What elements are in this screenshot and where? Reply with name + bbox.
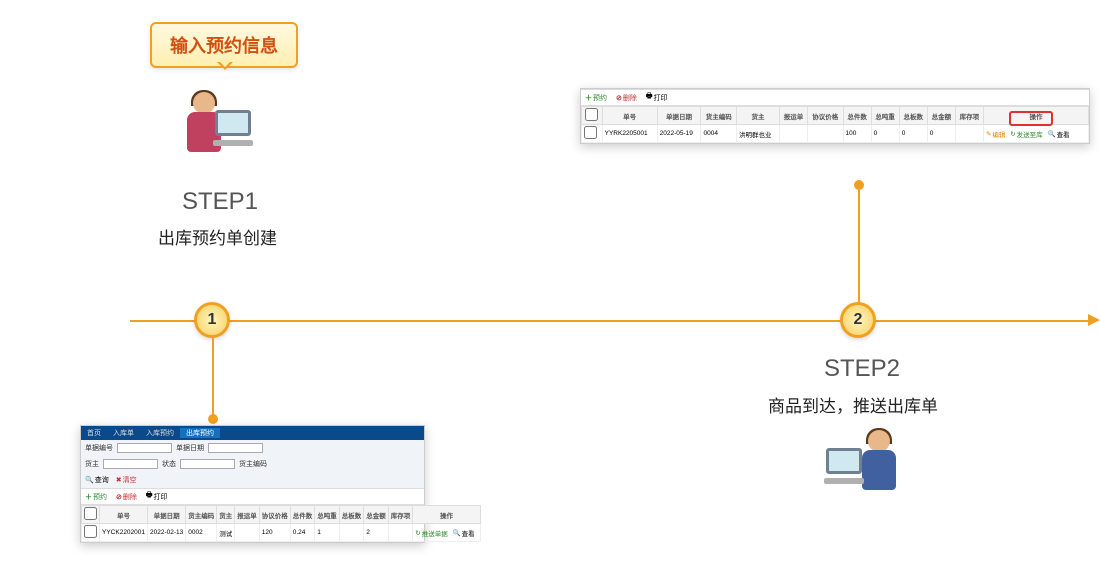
search-button[interactable]: 🔍查询 [85,475,109,485]
print-button-a[interactable]: 🖶打印 [146,491,168,502]
table-header-a: 单号单据日期 货主编码货主 报运单协议价格 总件数总吨重 总板数总金额 库存项操… [82,506,481,524]
toolbar-row-a: ＋预约 ⊘删除 🖶打印 [81,488,424,505]
connector-up-dot [854,180,864,190]
step2-subtitle: 商品到达，推送出库单 [768,392,938,417]
del-button-a[interactable]: ⊘删除 [116,492,137,502]
checkbox-all-b[interactable] [585,108,598,121]
tab-home[interactable]: 首页 [81,428,107,438]
person-illustration-2 [820,430,900,520]
nav-tabs: 首页 入库单 入库预约 出库预约 [81,426,424,440]
tab-inbound-appt[interactable]: 入库预约 [140,428,180,438]
view-action-a[interactable]: 🔍查看 [453,528,475,538]
filter-row-1: 单据编号 单据日期 [81,440,424,456]
timeline-arrow [1088,314,1100,326]
select-status[interactable] [180,459,235,469]
screenshot-panel-1: 首页 入库单 入库预约 出库预约 单据编号 单据日期 货主 状态 货主编码 🔍查… [80,425,425,543]
checkbox-row-a[interactable] [84,525,97,538]
connector-down [212,338,214,418]
filter-row-3: 🔍查询 ✖清空 [81,472,424,488]
step1-circle: 1 [194,302,230,338]
label-docno: 单据编号 [85,443,113,453]
label-ownercode: 货主编码 [239,459,267,469]
input-docdate[interactable] [208,443,263,453]
person-illustration-1 [173,92,253,182]
print-button-b[interactable]: 🖶打印 [646,92,668,103]
input-docno[interactable] [117,443,172,453]
label-owner: 货主 [85,459,99,469]
tab-inbound[interactable]: 入库单 [107,428,140,438]
callout-bubble: 输入预约信息 [150,22,298,68]
view-action-b[interactable]: 🔍查看 [1047,129,1069,139]
step1-title: STEP1 [182,188,258,216]
toolbar-row-b: ＋预约 ⊘删除 🖶打印 [581,89,1089,106]
connector-up [858,185,860,303]
screenshot-panel-2: ＋预约 ⊘删除 🖶打印 单号单据日期 货主编码货主 报运单协议价格 总件数总吨重… [580,88,1090,144]
del-button-b[interactable]: ⊘删除 [616,93,637,103]
table-row: YYRK22050012022-05-19 0004洪明群也业 1000 00 … [582,125,1089,143]
data-table-a: 单号单据日期 货主编码货主 报运单协议价格 总件数总吨重 总板数总金额 库存项操… [81,505,481,542]
add-button-b[interactable]: ＋预约 [585,93,607,103]
push-action-a[interactable]: ↻推送单据 [415,528,447,538]
checkbox-all-a[interactable] [84,507,97,520]
connector-down-dot [208,414,218,424]
step2-circle: 2 [840,302,876,338]
timeline-line [130,320,1090,322]
edit-action-b[interactable]: ✎编辑 [986,129,1005,139]
label-status: 状态 [162,459,176,469]
label-docdate: 单据日期 [176,443,204,453]
table-row: YYCK22020012022-02-13 0002测试 120 0.241 2… [82,524,481,542]
push-action-b[interactable]: ↻发送至库 [1010,129,1042,139]
select-owner[interactable] [103,459,158,469]
highlight-push-action [1009,111,1053,126]
step1-subtitle: 出库预约单创建 [158,224,277,249]
callout-text: 输入预约信息 [170,36,278,56]
add-button-a[interactable]: ＋预约 [85,492,107,502]
tab-outbound-appt[interactable]: 出库预约 [180,428,220,438]
filter-row-2: 货主 状态 货主编码 [81,456,424,472]
reset-button[interactable]: ✖清空 [116,475,137,485]
step2-title: STEP2 [824,355,900,383]
checkbox-row-b[interactable] [584,126,597,139]
